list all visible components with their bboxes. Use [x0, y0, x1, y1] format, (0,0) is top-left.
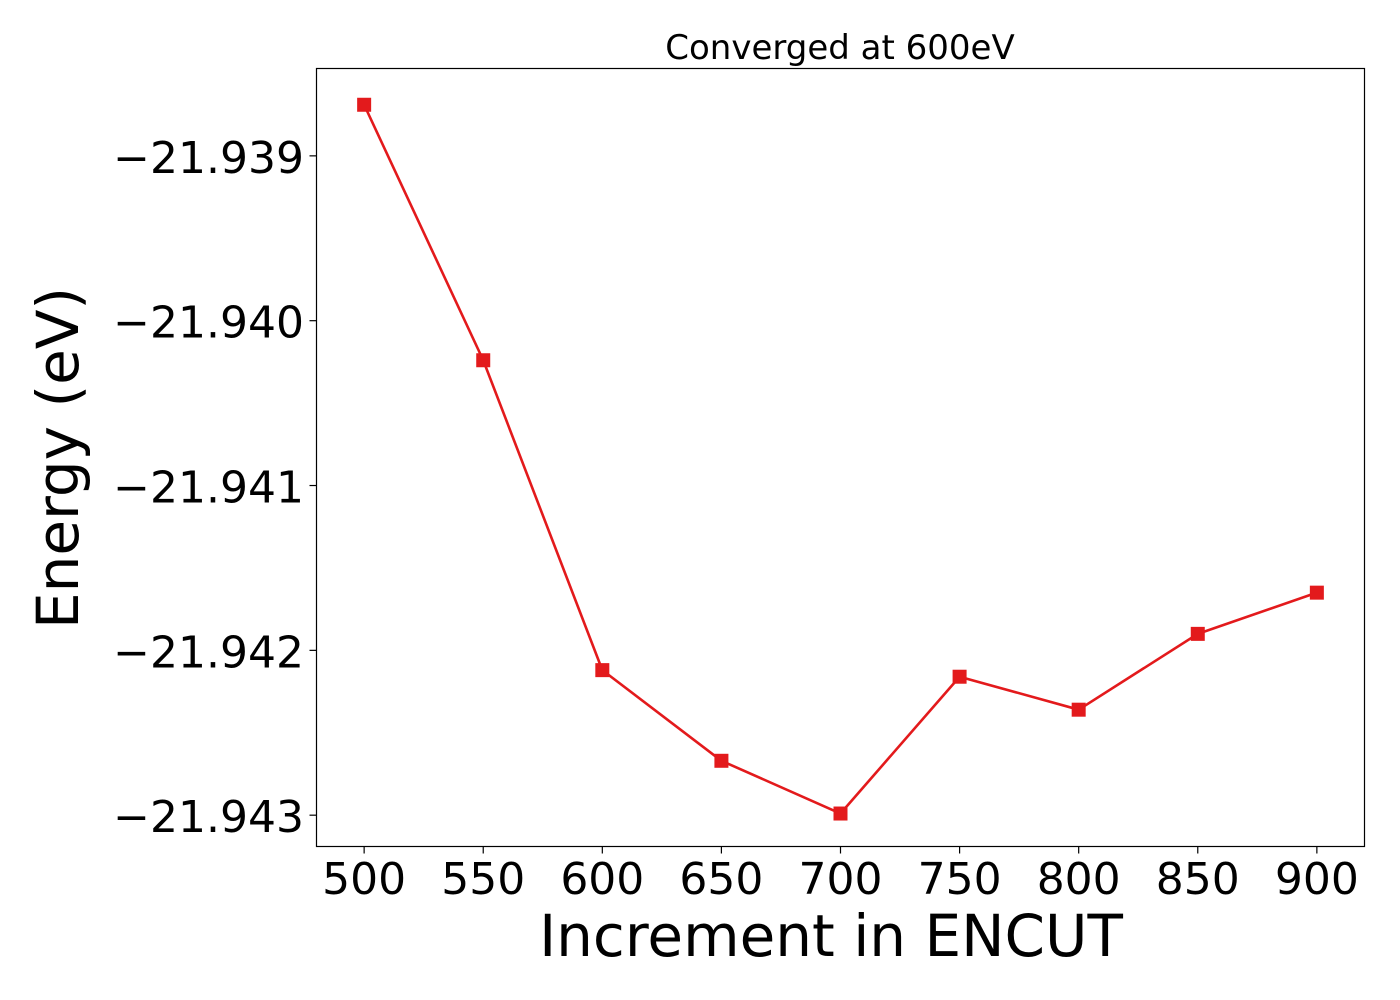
- data-point: [476, 353, 491, 368]
- y-tick-label: −21.941: [113, 463, 304, 514]
- y-tick-label: −21.942: [113, 627, 304, 678]
- x-tick-label: 750: [918, 854, 1002, 905]
- y-axis: −21.939 −21.940 −21.941 −21.942 −21.943: [113, 133, 317, 843]
- x-axis: 500 550 600 650 700 750 800 850 900: [322, 846, 1359, 905]
- x-tick-label: 850: [1156, 854, 1240, 905]
- data-point: [1071, 702, 1086, 717]
- series-line: [362, 104, 1318, 815]
- x-axis-label: Increment in ENCUT: [539, 902, 1123, 970]
- x-tick-label: 700: [799, 854, 883, 905]
- x-tick-label: 800: [1037, 854, 1121, 905]
- data-point: [1309, 585, 1324, 600]
- x-tick-label: 600: [560, 854, 644, 905]
- x-tick-label: 550: [441, 854, 525, 905]
- data-point: [714, 753, 729, 768]
- data-point: [357, 97, 372, 112]
- plot-area: [357, 97, 1324, 821]
- y-axis-label: Energy (eV): [24, 287, 92, 629]
- y-tick-label: −21.940: [113, 298, 304, 349]
- x-tick-label: 650: [679, 854, 763, 905]
- data-point: [952, 669, 967, 684]
- plot-frame: [315, 67, 1366, 848]
- x-tick-label: 500: [322, 854, 406, 905]
- data-point: [833, 806, 848, 821]
- y-tick-label: −21.943: [113, 792, 304, 843]
- data-point: [595, 663, 610, 678]
- data-point: [1190, 626, 1205, 641]
- x-tick-label: 900: [1275, 854, 1359, 905]
- y-tick-label: −21.939: [113, 133, 304, 184]
- chart-title: Converged at 600eV: [665, 28, 1014, 68]
